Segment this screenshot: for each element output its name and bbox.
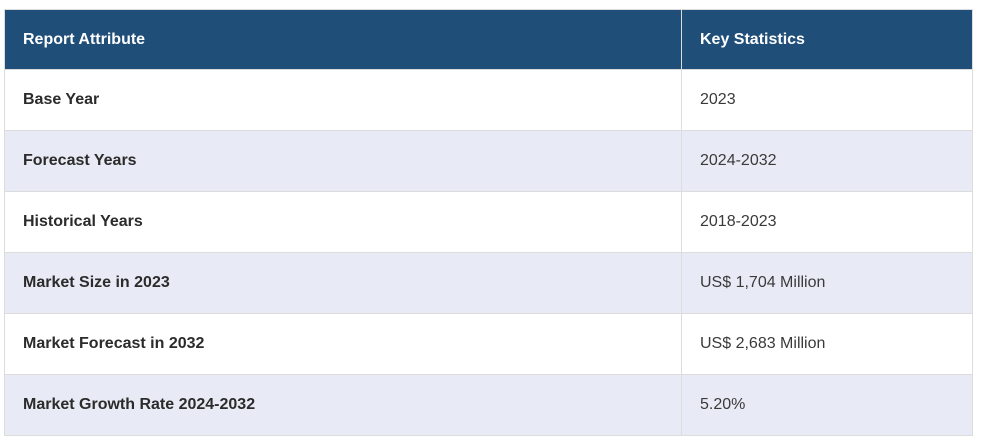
row-attribute-label: Market Growth Rate 2024-2032: [4, 374, 682, 436]
table-row: Market Growth Rate 2024-2032 5.20%: [4, 374, 973, 436]
row-attribute-label: Market Size in 2023: [4, 252, 682, 314]
report-statistics-table: Report Attribute Key Statistics Base Yea…: [4, 9, 973, 436]
table-header-row: Report Attribute Key Statistics: [4, 9, 973, 70]
row-statistic-value: 2023: [681, 69, 973, 131]
table-row: Market Forecast in 2032 US$ 2,683 Millio…: [4, 313, 973, 375]
column-header-report-attribute: Report Attribute: [4, 9, 682, 70]
table-row: Base Year 2023: [4, 69, 973, 131]
row-statistic-value: 2018-2023: [681, 191, 973, 253]
row-statistic-value: 2024-2032: [681, 130, 973, 192]
column-header-key-statistics: Key Statistics: [681, 9, 973, 70]
row-attribute-label: Forecast Years: [4, 130, 682, 192]
row-attribute-label: Base Year: [4, 69, 682, 131]
table-row: Historical Years 2018-2023: [4, 191, 973, 253]
report-statistics-table-container: Report Attribute Key Statistics Base Yea…: [4, 9, 973, 436]
table-row: Market Size in 2023 US$ 1,704 Million: [4, 252, 973, 314]
table-row: Forecast Years 2024-2032: [4, 130, 973, 192]
row-statistic-value: 5.20%: [681, 374, 973, 436]
row-attribute-label: Historical Years: [4, 191, 682, 253]
row-statistic-value: US$ 1,704 Million: [681, 252, 973, 314]
row-statistic-value: US$ 2,683 Million: [681, 313, 973, 375]
row-attribute-label: Market Forecast in 2032: [4, 313, 682, 375]
